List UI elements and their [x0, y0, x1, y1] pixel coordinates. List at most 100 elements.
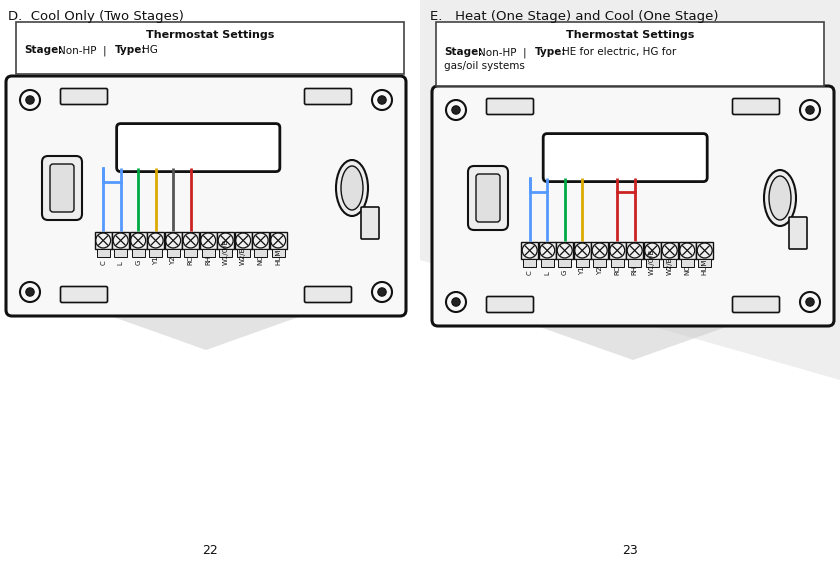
- Bar: [132, 249, 144, 257]
- Bar: [16, 22, 404, 74]
- Bar: [270, 232, 286, 249]
- Text: L: L: [118, 262, 123, 266]
- FancyBboxPatch shape: [732, 297, 780, 312]
- Bar: [609, 242, 626, 259]
- Bar: [147, 232, 164, 249]
- Polygon shape: [526, 322, 740, 360]
- Circle shape: [800, 100, 820, 120]
- Text: HUM: HUM: [701, 259, 708, 276]
- Text: Non-HP  |: Non-HP |: [58, 45, 113, 55]
- FancyBboxPatch shape: [543, 133, 707, 181]
- Text: G: G: [135, 260, 141, 266]
- Text: RC: RC: [614, 266, 620, 276]
- Circle shape: [800, 292, 820, 312]
- Text: RH: RH: [632, 266, 638, 276]
- Bar: [129, 232, 147, 249]
- Ellipse shape: [764, 170, 796, 226]
- FancyBboxPatch shape: [60, 286, 108, 302]
- Text: W1/O/B: W1/O/B: [223, 239, 228, 266]
- Circle shape: [378, 288, 386, 296]
- Bar: [611, 259, 624, 267]
- Bar: [680, 259, 694, 267]
- Bar: [698, 259, 711, 267]
- FancyBboxPatch shape: [476, 174, 500, 222]
- Text: HG: HG: [142, 45, 158, 55]
- Circle shape: [372, 282, 392, 302]
- Polygon shape: [420, 0, 840, 380]
- Text: NC: NC: [258, 255, 264, 266]
- FancyBboxPatch shape: [6, 76, 406, 316]
- Text: Type:: Type:: [535, 47, 566, 57]
- Text: Y1: Y1: [153, 257, 159, 266]
- Text: C: C: [527, 271, 533, 276]
- Bar: [95, 232, 112, 249]
- FancyBboxPatch shape: [432, 86, 834, 326]
- Text: Thermostat Settings: Thermostat Settings: [146, 30, 274, 40]
- FancyBboxPatch shape: [305, 286, 351, 302]
- Bar: [559, 259, 571, 267]
- Circle shape: [806, 106, 814, 114]
- Bar: [574, 242, 591, 259]
- FancyBboxPatch shape: [50, 164, 74, 212]
- Text: D.  Cool Only (Two Stages): D. Cool Only (Two Stages): [8, 10, 184, 23]
- Text: Y2: Y2: [171, 257, 176, 266]
- FancyBboxPatch shape: [117, 124, 280, 172]
- Bar: [646, 259, 659, 267]
- FancyBboxPatch shape: [60, 89, 108, 105]
- Text: C: C: [100, 260, 106, 266]
- FancyBboxPatch shape: [361, 207, 379, 239]
- Circle shape: [452, 106, 460, 114]
- Text: Y2: Y2: [596, 267, 603, 276]
- Circle shape: [20, 282, 40, 302]
- Bar: [113, 232, 129, 249]
- Circle shape: [26, 96, 34, 104]
- Text: gas/oil systems: gas/oil systems: [444, 61, 525, 71]
- Bar: [252, 232, 269, 249]
- Bar: [538, 242, 556, 259]
- Text: Stage:: Stage:: [24, 45, 62, 55]
- Bar: [219, 249, 232, 257]
- Text: L: L: [544, 272, 550, 276]
- Bar: [679, 242, 696, 259]
- Text: Thermostat Settings: Thermostat Settings: [566, 30, 694, 40]
- Bar: [664, 259, 676, 267]
- Circle shape: [806, 298, 814, 306]
- FancyBboxPatch shape: [486, 98, 533, 115]
- Text: 22: 22: [202, 544, 218, 557]
- Ellipse shape: [336, 160, 368, 216]
- Bar: [521, 242, 538, 259]
- Bar: [591, 242, 608, 259]
- Bar: [200, 232, 217, 249]
- FancyBboxPatch shape: [789, 217, 807, 249]
- Bar: [575, 259, 589, 267]
- Text: Stage:: Stage:: [444, 47, 482, 57]
- Bar: [150, 249, 162, 257]
- Text: RH: RH: [205, 255, 211, 266]
- Bar: [166, 249, 180, 257]
- Text: Non-HP  |: Non-HP |: [478, 47, 533, 58]
- Text: RC: RC: [187, 257, 194, 266]
- Bar: [436, 22, 824, 86]
- Bar: [97, 249, 110, 257]
- Text: Type:: Type:: [115, 45, 146, 55]
- Text: HE for electric, HG for: HE for electric, HG for: [562, 47, 676, 57]
- Bar: [556, 242, 573, 259]
- Text: Y1: Y1: [580, 267, 585, 276]
- Bar: [626, 242, 643, 259]
- Circle shape: [26, 288, 34, 296]
- FancyBboxPatch shape: [42, 156, 82, 220]
- Bar: [234, 232, 252, 249]
- Bar: [593, 259, 606, 267]
- Text: G: G: [562, 270, 568, 276]
- Circle shape: [20, 90, 40, 110]
- Bar: [114, 249, 127, 257]
- Bar: [165, 232, 181, 249]
- Text: NC: NC: [685, 266, 690, 276]
- Circle shape: [378, 96, 386, 104]
- Text: W2/E: W2/E: [240, 247, 246, 266]
- FancyBboxPatch shape: [305, 89, 351, 105]
- Circle shape: [372, 90, 392, 110]
- Circle shape: [446, 100, 466, 120]
- Circle shape: [446, 292, 466, 312]
- Text: W2/E: W2/E: [667, 258, 673, 276]
